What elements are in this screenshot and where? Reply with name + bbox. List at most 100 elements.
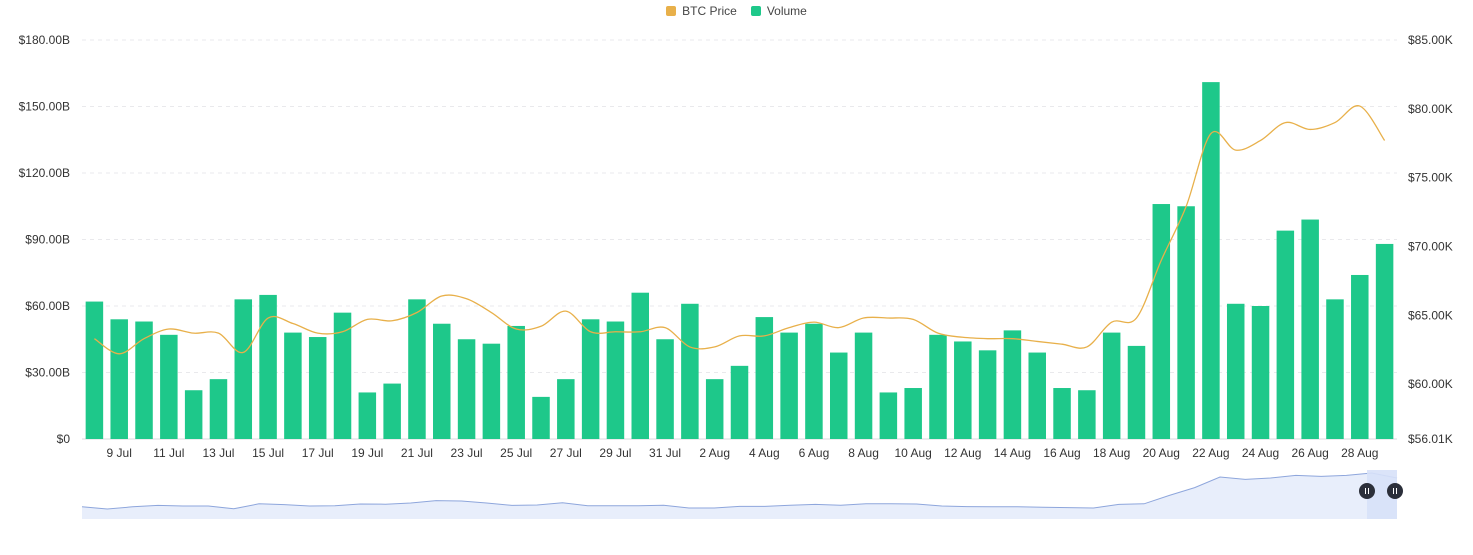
- handle-knob: [1359, 483, 1375, 499]
- x-tick-label: 29 Jul: [599, 446, 631, 460]
- volume-bar: [780, 332, 798, 439]
- volume-bar: [581, 319, 600, 439]
- volume-bar: [1127, 345, 1146, 439]
- volume-bar: [383, 383, 401, 439]
- volume-bar: [631, 292, 650, 439]
- x-tick-label: 19 Jul: [351, 446, 383, 460]
- volume-bar: [184, 390, 203, 439]
- axis-left-ticks: $0 $30.00B $60.00B $90.00B $120.00B $150.00B $…: [19, 33, 71, 446]
- volume-bar: [1102, 332, 1121, 439]
- legend-swatch-btc-price: [666, 6, 677, 16]
- x-tick-label: 9 Jul: [107, 446, 132, 460]
- volume-bar: [1152, 204, 1171, 439]
- y-left-tick-label: $90.00B: [25, 233, 70, 247]
- x-tick-label: 17 Jul: [302, 446, 334, 460]
- x-tick-label: 31 Jul: [649, 446, 681, 460]
- x-tick-label: 24 Aug: [1242, 446, 1279, 460]
- volume-bar: [557, 379, 575, 439]
- legend: BTC Price Volume: [0, 4, 1473, 18]
- x-tick-label: 27 Jul: [550, 446, 582, 460]
- volume-bar: [333, 312, 352, 439]
- x-tick-label: 16 Aug: [1043, 446, 1080, 460]
- x-tick-label: 20 Aug: [1143, 446, 1180, 460]
- x-tick-label: 21 Jul: [401, 446, 433, 460]
- x-tick-label: 25 Jul: [500, 446, 532, 460]
- volume-bar: [1251, 306, 1270, 439]
- volume-bar: [482, 343, 501, 439]
- x-tick-label: 18 Aug: [1093, 446, 1130, 460]
- volume-bar: [1202, 82, 1220, 439]
- volume-bar: [1078, 390, 1096, 439]
- legend-swatch-volume: [750, 6, 761, 16]
- y-left-tick-label: $120.00B: [19, 166, 70, 180]
- navigator-handle-right[interactable]: [1387, 483, 1403, 499]
- volume-bar: [85, 301, 104, 439]
- y-right-tick-label: $65.00K: [1408, 308, 1453, 322]
- x-tick-label: 4 Aug: [749, 446, 780, 460]
- volume-bar: [606, 321, 625, 439]
- volume-bar: [1053, 388, 1071, 439]
- volume-bar: [929, 334, 947, 439]
- bar-layer: [85, 82, 1394, 439]
- volume-bar: [1375, 243, 1394, 439]
- volume-bar: [1226, 303, 1245, 439]
- y-right-tick-label: $56.01K: [1408, 432, 1453, 446]
- line-layer: [94, 105, 1386, 355]
- x-tick-label: 10 Aug: [894, 446, 931, 460]
- x-tick-label: 8 Aug: [848, 446, 879, 460]
- volume-bar: [954, 341, 972, 439]
- y-right-tick-label: $70.00K: [1408, 239, 1453, 253]
- volume-bar: [755, 317, 774, 439]
- volume-bar: [507, 325, 525, 439]
- x-tick-label: 6 Aug: [799, 446, 830, 460]
- btc-price-line: [94, 105, 1386, 355]
- volume-bar: [135, 321, 153, 439]
- legend-item-btc-price[interactable]: BTC Price: [666, 4, 737, 18]
- x-tick-label: 2 Aug: [699, 446, 730, 460]
- handle-knob: [1387, 483, 1403, 499]
- volume-bar: [705, 379, 724, 439]
- y-right-tick-label: $85.00K: [1408, 33, 1453, 47]
- volume-bar: [259, 294, 277, 439]
- axis-right-ticks: $56.01K $60.00K $65.00K $70.00K $75.00K $80.0…: [1408, 33, 1453, 446]
- volume-bar: [308, 337, 327, 439]
- volume-bar: [879, 392, 898, 439]
- volume-bar: [1177, 206, 1195, 439]
- navigator-line: [81, 472, 1398, 510]
- x-tick-label: 26 Aug: [1291, 446, 1328, 460]
- volume-bar: [457, 339, 476, 439]
- volume-bar: [904, 388, 922, 439]
- y-left-tick-label: $180.00B: [19, 33, 70, 47]
- legend-item-volume[interactable]: Volume: [750, 4, 807, 18]
- x-tick-label: 13 Jul: [202, 446, 234, 460]
- y-left-tick-label: $60.00B: [25, 299, 70, 313]
- volume-bar: [532, 396, 550, 439]
- range-navigator: [81, 470, 1403, 519]
- x-tick-label: 22 Aug: [1192, 446, 1229, 460]
- volume-bar: [854, 332, 873, 439]
- y-left-tick-label: $0: [57, 432, 71, 446]
- volume-bar: [1351, 274, 1369, 439]
- navigator-handle-left[interactable]: [1359, 483, 1375, 499]
- volume-bar: [681, 303, 699, 439]
- x-tick-label: 23 Jul: [451, 446, 483, 460]
- volume-bar: [284, 332, 302, 439]
- x-tick-label: 28 Aug: [1341, 446, 1378, 460]
- navigator-area: [82, 473, 1397, 519]
- volume-bar: [433, 323, 451, 439]
- volume-bar: [978, 350, 997, 439]
- volume-bar: [1003, 330, 1022, 439]
- x-tick-label: 14 Aug: [994, 446, 1031, 460]
- volume-bar: [805, 323, 823, 439]
- legend-label-volume: Volume: [766, 4, 807, 18]
- volume-bar: [1326, 299, 1344, 439]
- x-tick-label: 15 Jul: [252, 446, 284, 460]
- axis-x-ticks: 9 Jul 11 Jul 13 Jul 15 Jul 17 Jul 19 Jul 21 Ju…: [107, 446, 1379, 460]
- legend-label-btc-price: BTC Price: [682, 4, 737, 18]
- volume-bar: [656, 339, 674, 439]
- y-left-tick-label: $150.00B: [19, 100, 70, 114]
- y-left-tick-label: $30.00B: [25, 366, 70, 380]
- y-right-tick-label: $60.00K: [1408, 377, 1453, 391]
